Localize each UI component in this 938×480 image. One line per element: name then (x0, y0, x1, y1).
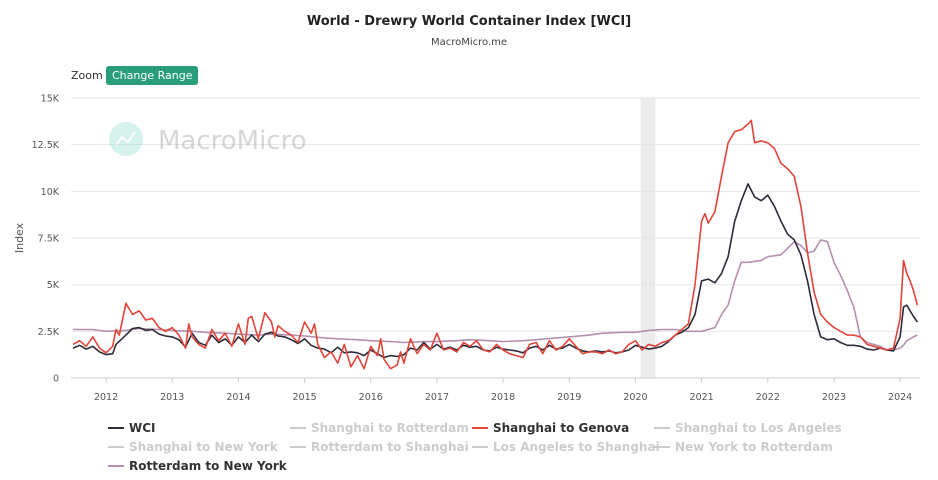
x-tick-label: 2013 (160, 392, 184, 403)
legend-swatch (290, 446, 306, 448)
x-tick-label: 2024 (888, 392, 912, 403)
legend-item-shanghai-to-new-york[interactable]: Shanghai to New York (108, 440, 278, 454)
watermark: MacroMicro (109, 122, 307, 156)
legend-label: Shanghai to New York (129, 440, 278, 454)
y-tick-label: 5K (47, 280, 60, 291)
plot-area: MacroMicro 0 2.5K 5K 7.5K 10K 12.5K 15K 2012 201… (13, 94, 920, 403)
watermark-text: MacroMicro (158, 126, 307, 156)
legend-label: Shanghai to Los Angeles (675, 421, 842, 435)
legend-label: New York to Rotterdam (675, 440, 833, 454)
x-tick-label: 2022 (756, 392, 780, 403)
x-tick-label: 2016 (359, 392, 383, 403)
legend-swatch (654, 427, 670, 429)
x-tick-label: 2020 (623, 392, 647, 403)
legend-label: Shanghai to Genova (493, 421, 630, 435)
x-tick-label: 2017 (425, 392, 449, 403)
watermark-logo-icon (109, 122, 143, 156)
x-tick-label: 2021 (690, 392, 714, 403)
legend-swatch (108, 465, 124, 467)
legend-label: Rotterdam to New York (129, 459, 287, 473)
legend-item-shanghai-to-los-angeles[interactable]: Shanghai to Los Angeles (654, 421, 842, 435)
y-axis-label: Index (13, 222, 26, 253)
series-line-rotterdam-to-new-york[interactable] (73, 239, 918, 351)
legend-label: Shanghai to Rotterdam (311, 421, 469, 435)
y-tick-label: 12.5K (32, 140, 60, 151)
x-tick-label: 2019 (557, 392, 581, 403)
legend-item-shanghai-to-rotterdam[interactable]: Shanghai to Rotterdam (290, 421, 469, 435)
legend-swatch (290, 427, 306, 429)
change-range-button[interactable]: Change Range (106, 66, 199, 85)
watermark-logo-mark (115, 131, 136, 146)
legend-item-rotterdam-to-new-york[interactable]: Rotterdam to New York (108, 459, 287, 473)
y-tick-label: 0 (53, 374, 59, 385)
legend-label: Los Angeles to Shanghai (493, 440, 660, 454)
legend-label: Rotterdam to Shanghai (311, 440, 469, 454)
series-line-shanghai-to-genova[interactable] (72, 119, 919, 370)
legend-label: WCI (129, 421, 156, 435)
zoom-label: Zoom (71, 69, 103, 82)
chart-title: World - Drewry World Container Index [WC… (306, 14, 632, 29)
legend-item-rotterdam-to-shanghai[interactable]: Rotterdam to Shanghai (290, 440, 469, 454)
legend-item-new-york-to-rotterdam[interactable]: New York to Rotterdam (654, 440, 833, 454)
legend-swatch (472, 446, 488, 448)
x-tick-label: 2018 (491, 392, 515, 403)
legend-swatch (108, 446, 124, 448)
x-tick-label: 2012 (94, 392, 118, 403)
y-tick-label: 7.5K (38, 234, 60, 245)
x-tick-label: 2015 (292, 392, 316, 403)
legend-swatch (654, 446, 670, 448)
legend-item-shanghai-to-genova[interactable]: Shanghai to Genova (472, 421, 629, 435)
chart-subtitle: MacroMicro.me (430, 37, 508, 48)
y-tick-label: 10K (41, 187, 60, 198)
y-tick-label: 15K (41, 94, 60, 105)
legend-item-los-angeles-to-shanghai[interactable]: Los Angeles to Shanghai (472, 440, 660, 454)
x-tick-label: 2014 (226, 392, 250, 403)
y-tick-label: 2.5K (38, 327, 60, 338)
x-tick-label: 2023 (822, 392, 846, 403)
legend-swatch (108, 427, 124, 429)
legend-item-wci[interactable]: WCI (108, 421, 156, 435)
legend-swatch (472, 427, 488, 429)
